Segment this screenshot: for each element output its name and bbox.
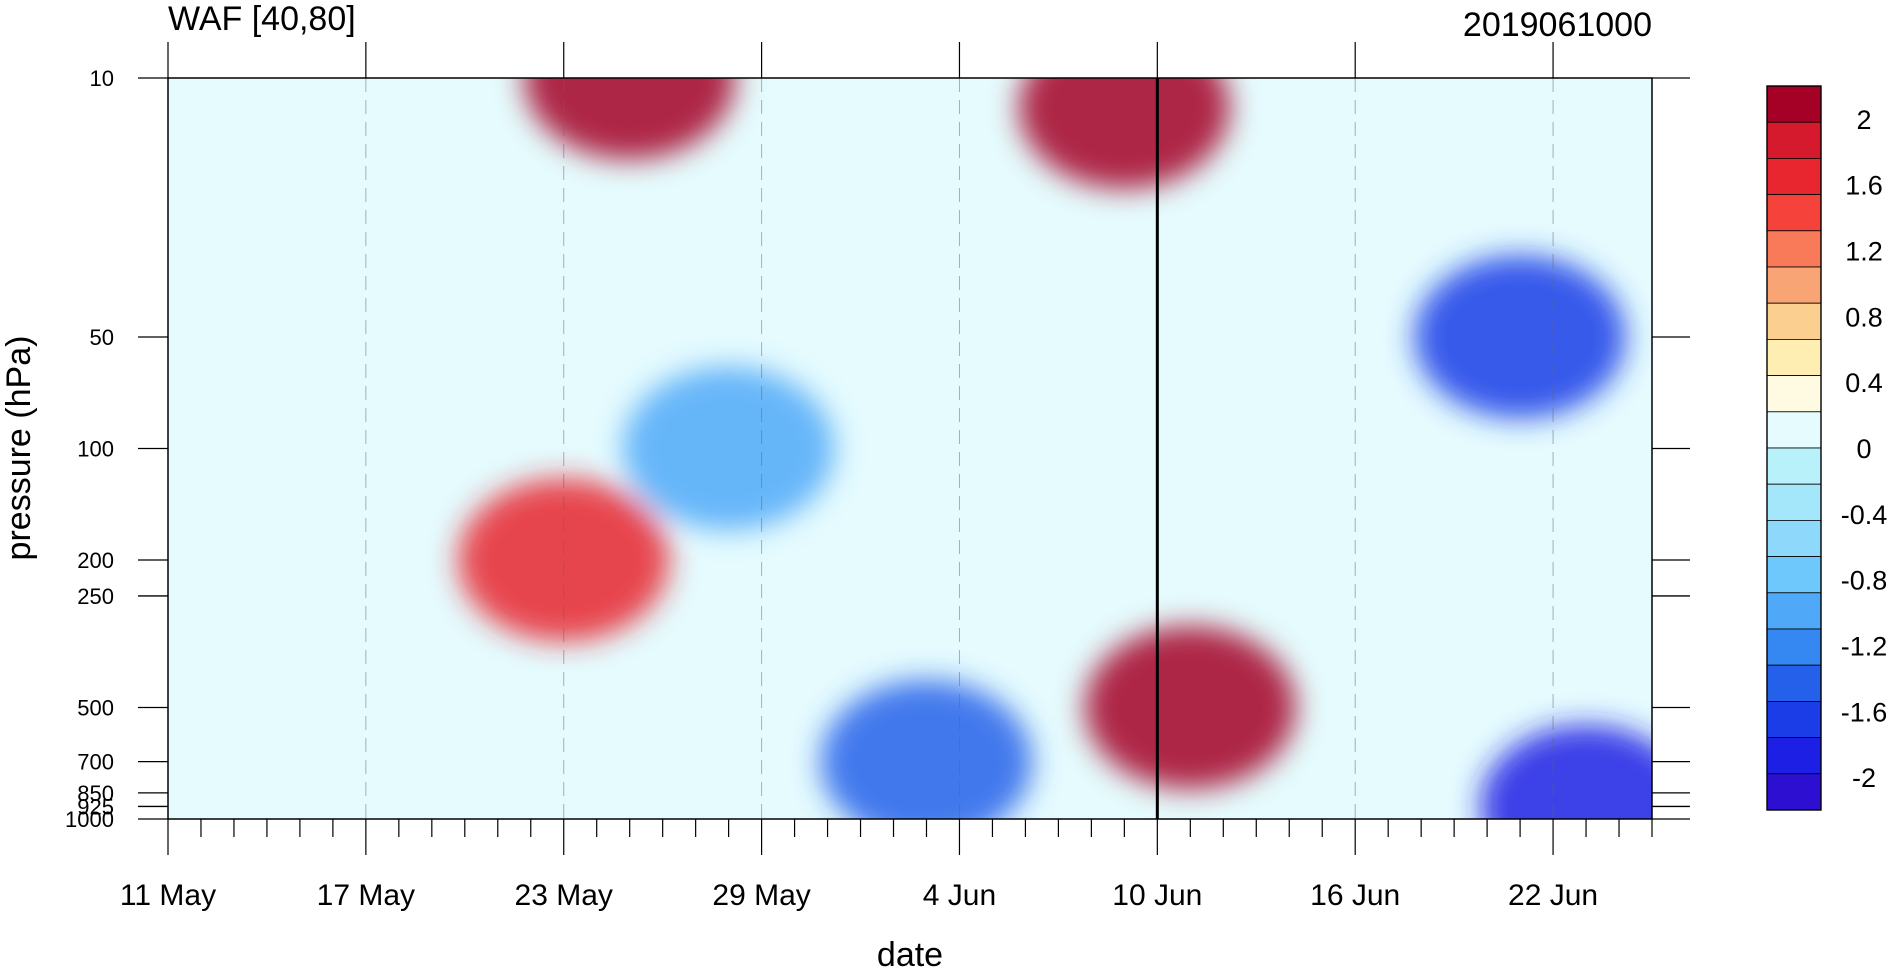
colorbar-swatch [1766, 447, 1822, 485]
colorbar-swatch [1766, 266, 1822, 304]
y-tick-label: 50 [90, 325, 114, 350]
y-tick-label: 200 [77, 548, 114, 573]
heatmap-field [458, 78, 1652, 819]
heatmap-cell [1018, 78, 1230, 189]
x-tick-label: 17 May [317, 879, 415, 912]
colorbar-frame [1766, 85, 1822, 811]
chart-timestamp: 2019061000 [1463, 6, 1652, 44]
heatmap-cell [458, 478, 670, 642]
y-tick-label: 700 [77, 750, 114, 775]
heatmap-cell [1084, 625, 1296, 789]
x-tick-label: 16 Jun [1310, 879, 1400, 912]
chart-title: WAF [40,80] [168, 0, 356, 38]
colorbar: 2 1.6 1.2 0.8 0.4 0 -0.4 -0.8 -1.2 -1.6 -2 [1766, 85, 1888, 811]
y-tick-label: 10 [90, 66, 114, 91]
colorbar-label: 0.8 [1845, 302, 1883, 332]
x-axis-title: date [877, 936, 943, 968]
colorbar-swatch [1766, 85, 1822, 123]
x-axis: 11 May 17 May 23 May 29 May 4 Jun 10 Jun 16 Ju… [120, 42, 1653, 912]
colorbar-label: -1.6 [1841, 697, 1888, 727]
heatmap-cell [1480, 724, 1652, 819]
colorbar-label: -0.4 [1841, 500, 1888, 530]
x-tick-label: 10 Jun [1112, 879, 1202, 912]
colorbar-label: 2 [1856, 105, 1871, 135]
colorbar-label: -1.2 [1841, 631, 1888, 661]
y-axis-title: pressure (hPa) [0, 336, 38, 561]
y-tick-label: 500 [77, 695, 114, 720]
colorbar-swatch [1766, 664, 1822, 702]
y-tick-label: 925 [77, 794, 114, 819]
heatmap-cell [524, 78, 736, 160]
colorbar-swatch [1766, 375, 1822, 413]
y-tick-label: 1000 [65, 807, 114, 832]
colorbar-label: 0.4 [1845, 368, 1883, 398]
colorbar-label: 1.2 [1845, 237, 1883, 267]
colorbar-swatch [1766, 302, 1822, 340]
colorbar-label: -0.8 [1841, 566, 1888, 596]
colorbar-swatch [1766, 121, 1822, 159]
colorbar-label: -2 [1852, 763, 1876, 793]
y-tick-label: 250 [77, 584, 114, 609]
colorbar-swatch [1766, 194, 1822, 232]
x-tick-label: 29 May [712, 879, 810, 912]
colorbar-swatch [1766, 520, 1822, 558]
x-tick-label: 11 May [120, 879, 216, 912]
colorbar-swatch [1766, 556, 1822, 594]
colorbar-swatch [1766, 592, 1822, 630]
heatmap-cell [623, 366, 835, 531]
y-tick-label: 100 [77, 437, 114, 462]
colorbar-swatch [1766, 737, 1822, 775]
colorbar-swatch [1766, 157, 1822, 195]
colorbar-swatch [1766, 338, 1822, 376]
colorbar-swatch [1766, 483, 1822, 521]
colorbar-label: 1.6 [1845, 171, 1883, 201]
colorbar-label: 0 [1856, 434, 1871, 464]
x-tick-label: 22 Jun [1508, 879, 1598, 912]
y-tick-label: 850 [77, 781, 114, 806]
heatmap-cell [1414, 255, 1626, 419]
x-tick-label: 4 Jun [923, 879, 996, 912]
colorbar-swatch [1766, 701, 1822, 739]
colorbar-swatch [1766, 411, 1822, 449]
plot-area [168, 78, 1652, 819]
x-tick-label: 23 May [515, 879, 613, 912]
colorbar-swatch [1766, 628, 1822, 666]
colorbar-swatch [1766, 230, 1822, 268]
heatmap-cell [820, 680, 1032, 819]
colorbar-swatch [1766, 773, 1822, 811]
